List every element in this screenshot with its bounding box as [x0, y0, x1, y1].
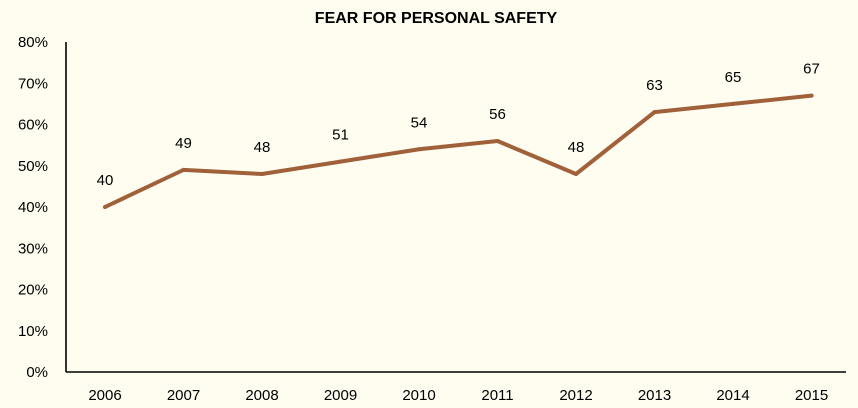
y-tick-label: 0% — [26, 364, 48, 381]
x-tick-label: 2007 — [167, 387, 200, 404]
y-tick-label: 40% — [18, 199, 48, 216]
x-tick-label: 2011 — [481, 387, 513, 404]
data-point — [809, 93, 814, 98]
x-tick-label: 2015 — [795, 387, 828, 404]
x-tick-label: 2008 — [245, 387, 278, 404]
data-point — [495, 139, 500, 143]
data-point — [181, 167, 186, 172]
data-label: 65 — [725, 69, 742, 86]
y-tick-label: 30% — [18, 240, 48, 257]
y-tick-label: 20% — [18, 282, 48, 299]
y-tick-label: 80% — [18, 34, 48, 51]
x-tick-label: 2010 — [402, 387, 435, 404]
data-point — [338, 159, 343, 164]
data-point — [731, 101, 735, 106]
series-line — [103, 93, 814, 209]
data-label: 56 — [489, 106, 506, 123]
data-point — [574, 172, 578, 176]
data-labels: 40 49 48 51 54 56 48 63 65 67 — [97, 61, 820, 189]
data-point — [652, 110, 657, 115]
y-tick-label: 10% — [18, 323, 48, 340]
data-label: 51 — [332, 127, 349, 144]
axes — [65, 42, 846, 373]
series-group — [103, 93, 814, 209]
x-tick-label: 2006 — [88, 387, 121, 404]
x-tick-label: 2014 — [716, 387, 749, 404]
y-tick-label: 70% — [18, 75, 48, 92]
data-label: 63 — [646, 77, 663, 94]
x-tick-label: 2013 — [638, 387, 671, 404]
chart-title: FEAR FOR PERSONAL SAFETY — [315, 10, 558, 27]
y-tick-label: 50% — [18, 158, 48, 175]
x-tick-label: 2009 — [324, 387, 357, 404]
data-label: 67 — [803, 61, 820, 78]
x-axis-ticks: 2006 2007 2008 2009 2010 2011 2012 2013 2014 2015 — [88, 387, 828, 404]
data-point — [260, 172, 264, 176]
data-label: 48 — [254, 139, 271, 156]
data-label: 40 — [97, 172, 114, 189]
data-label: 49 — [175, 135, 192, 152]
y-tick-label: 60% — [18, 117, 48, 134]
data-point — [103, 205, 107, 209]
data-label: 48 — [568, 139, 585, 156]
x-tick-label: 2012 — [559, 387, 592, 404]
data-point — [417, 147, 421, 152]
data-label: 54 — [411, 114, 428, 131]
y-axis-ticks: 0% 10% 20% 30% 40% 50% 60% 70% 80% — [18, 34, 48, 381]
